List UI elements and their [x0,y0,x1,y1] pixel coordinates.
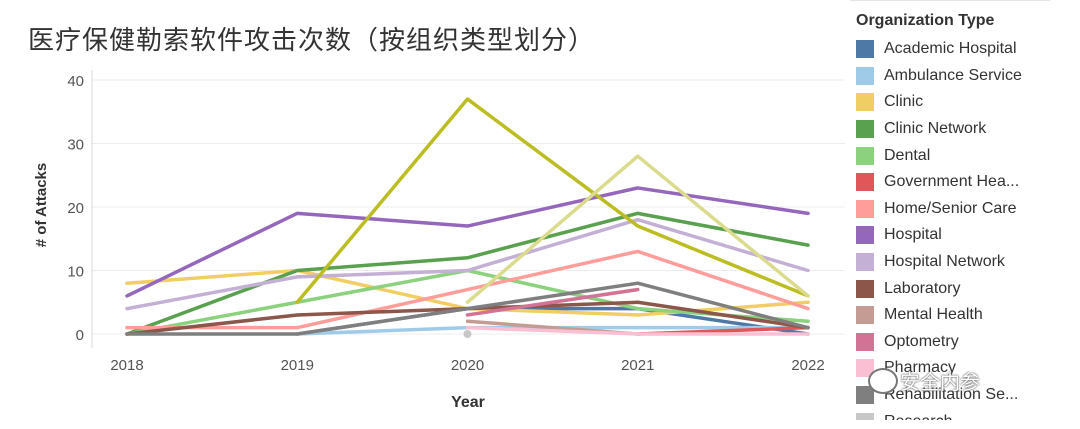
legend-label: Dental [884,146,931,164]
legend-item[interactable]: Dental [856,142,1056,169]
x-tick-label: 2022 [791,357,824,374]
series-hospital-network [125,217,810,311]
series-line [465,154,810,304]
legend: Organization Type Academic Hospital Ambul… [856,12,1056,420]
legend-swatch [856,412,874,420]
legend-swatch [856,66,874,85]
series-unnamed-16 [465,154,810,304]
legend-label: Optometry [884,332,959,350]
series-line [465,287,640,317]
legend-item[interactable]: Hospital [856,222,1056,249]
legend-swatch [856,386,874,405]
series-lines [125,97,810,338]
series-line [125,281,810,336]
legend-item[interactable]: Mental Health [856,302,1056,329]
legend-label: Clinic [884,93,924,111]
y-tick-label: 0 [76,327,84,344]
x-tick-label: 2018 [110,357,143,374]
legend-item[interactable]: Optometry [856,329,1056,356]
legend-label: Laboratory [884,279,961,297]
legend-label: Hospital [884,226,942,244]
grid-lines [92,79,845,335]
legend-swatch [856,279,874,298]
legend-item[interactable]: Home/Senior Care [856,196,1056,223]
legend-item[interactable]: Hospital Network [856,249,1056,276]
legend-item[interactable]: Research [856,408,1056,420]
legend-swatch [856,253,874,272]
series-optometry [465,287,640,317]
legend-item[interactable]: Academic Hospital [856,36,1056,63]
legend-swatch [856,226,874,245]
y-tick-label: 10 [67,264,84,281]
series-line [125,249,810,330]
series-point [463,330,472,338]
chart-title: 医疗保健勒索软件攻击次数（按组织类型划分） [28,26,596,56]
legend-title: Organization Type [856,12,995,29]
series-unnamed-15 [295,97,810,304]
y-tick-label: 20 [67,200,84,217]
series-line [125,186,810,298]
x-tick-label: 2021 [621,357,654,374]
legend-swatch [856,199,874,218]
x-tick-label: 2020 [451,357,484,374]
series-line [465,325,810,336]
legend-label: Pharmacy [884,359,957,377]
legend-item[interactable]: Laboratory [856,275,1056,302]
legend-label: Academic Hospital [884,40,1017,58]
legend-label: Research [884,413,952,420]
legend-label: Rehabilitation Se... [884,386,1019,404]
legend-swatch [856,146,874,165]
y-axis-label: # of Attacks [33,163,50,247]
series-hospital [125,186,810,298]
legend-item[interactable]: Ambulance Service [856,63,1056,90]
legend-label: Ambulance Service [884,66,1022,84]
y-tick-label: 40 [67,73,84,90]
series-line [125,217,810,311]
axes: 0 10 20 30 40 2018 2019 2020 2021 2022 [67,70,825,374]
legend-item[interactable]: Government Hea... [856,169,1056,196]
legend-swatch [856,40,874,59]
legend-label: Mental Health [884,306,983,324]
series-pharmacy [465,325,810,336]
legend-swatch [856,306,874,325]
legend-label: Clinic Network [884,120,987,138]
legend-swatch [856,173,874,192]
series-line [125,211,810,336]
watermark: 安全内参 [900,370,980,394]
x-axis-label: Year [451,394,485,411]
legend-swatch [856,93,874,112]
legend-item[interactable]: Clinic [856,89,1056,116]
legend-swatch [856,120,874,139]
line-chart: 0 10 20 30 40 2018 2019 2020 2021 2022 # of Attac… [33,70,845,411]
series-home-senior-care [125,249,810,330]
series-rehabilitation-se- [125,281,810,336]
legend-label: Hospital Network [884,253,1005,271]
x-tick-label: 2019 [281,357,314,374]
legend-item[interactable]: Clinic Network [856,116,1056,143]
legend-item[interactable]: Rehabilitation Se... [856,382,1056,409]
y-tick-label: 30 [67,137,84,154]
legend-label: Government Hea... [884,173,1020,191]
wechat-icon [868,368,898,394]
legend-items: Academic Hospital Ambulance Service Clinic… [856,36,1056,420]
series-research [463,330,472,338]
legend-swatch [856,332,874,351]
top-divider [850,0,1050,1]
series-clinic-network [125,211,810,336]
series-line [295,97,810,304]
legend-label: Home/Senior Care [884,199,1017,217]
